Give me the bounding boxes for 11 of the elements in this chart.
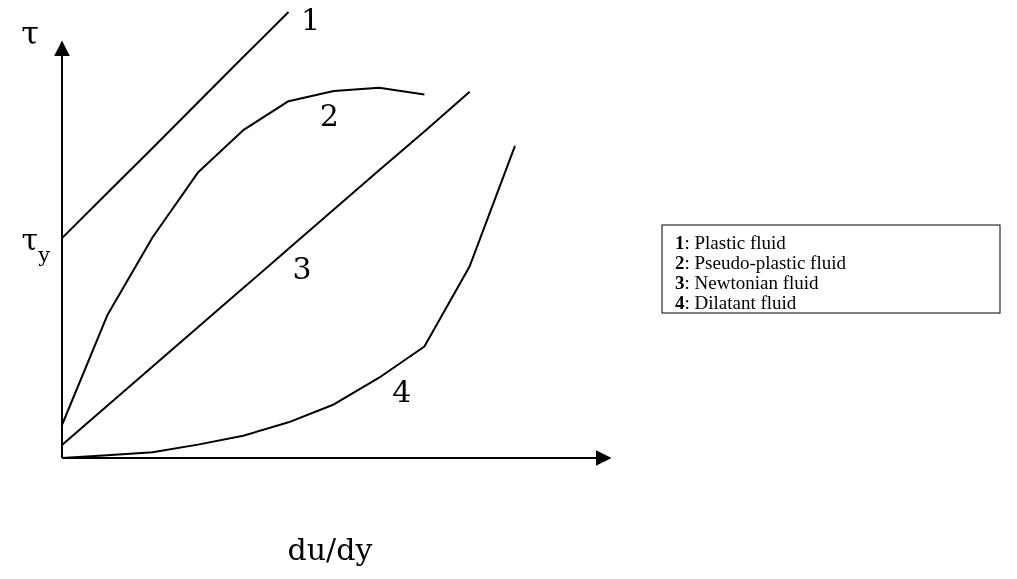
y-axis-title: τ: [21, 14, 39, 52]
series-label: 1: [300, 2, 321, 37]
annotation: τ$_{y}$: [21, 222, 51, 268]
series-label: 4: [392, 374, 412, 410]
text: 4: Dilatant fluid: [675, 292, 797, 313]
text: 3: Newtonian fluid: [675, 272, 820, 293]
text: 2: Pseudo-plastic fluid: [675, 252, 847, 273]
series-label: 2: [319, 97, 339, 133]
x-axis-title: du/dy: [287, 532, 373, 567]
series-label: 3: [292, 251, 312, 287]
text: 1: Plastic fluid: [675, 232, 787, 253]
